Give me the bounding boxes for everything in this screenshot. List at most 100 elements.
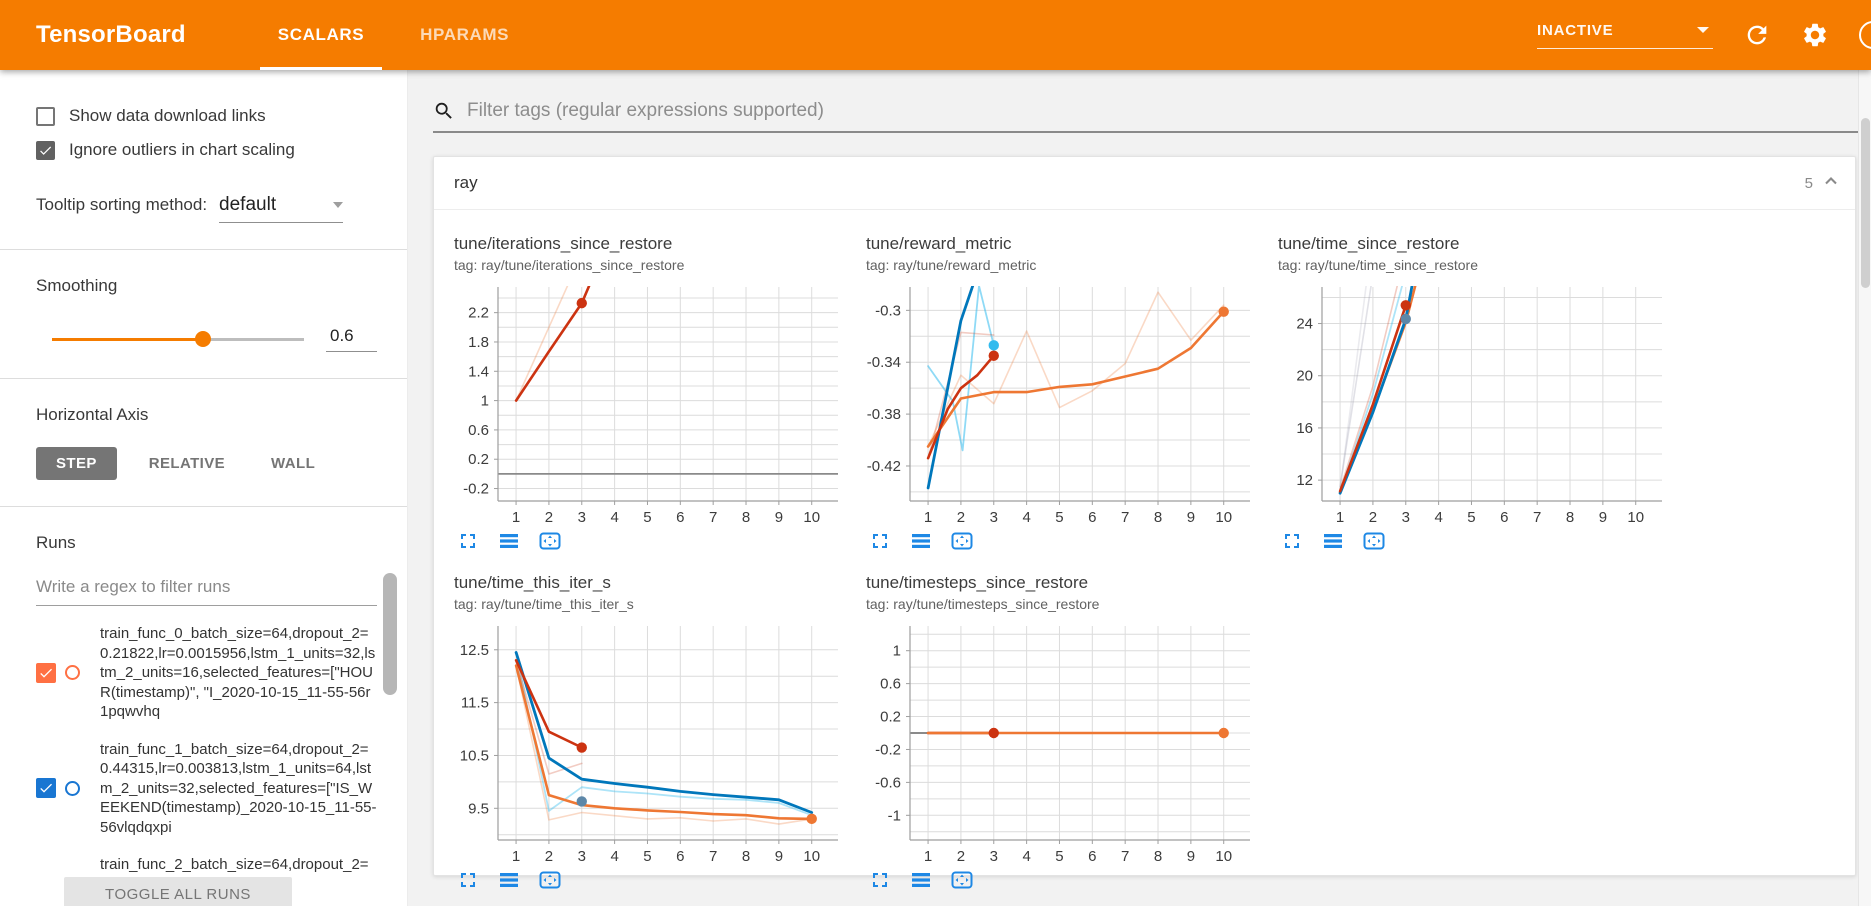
chart-tag: tag: ray/tune/time_this_iter_s bbox=[454, 596, 634, 612]
svg-text:10: 10 bbox=[1215, 509, 1232, 526]
status-value: INACTIVE bbox=[1537, 21, 1614, 39]
fit-domain-button[interactable] bbox=[538, 868, 562, 892]
runs-list-button[interactable] bbox=[1321, 529, 1345, 553]
window-scrollbar[interactable] bbox=[1858, 70, 1871, 906]
svg-text:8: 8 bbox=[742, 848, 750, 865]
show-download-links-row[interactable]: Show data download links bbox=[36, 106, 377, 126]
tooltip-sorting-dropdown[interactable]: default bbox=[219, 194, 344, 223]
expand-button[interactable] bbox=[868, 529, 892, 553]
line-chart[interactable]: -0.42 -0.38 -0.34 -0.3 1 2 3 4 5 6 7 8 9 10 bbox=[858, 281, 1254, 529]
expand-button[interactable] bbox=[868, 868, 892, 892]
runs-filter-input[interactable] bbox=[36, 573, 377, 606]
runs-list-button[interactable] bbox=[497, 868, 521, 892]
status-dropdown[interactable]: INACTIVE bbox=[1537, 22, 1713, 49]
ignore-outliers-row[interactable]: Ignore outliers in chart scaling bbox=[36, 140, 377, 160]
svg-text:5: 5 bbox=[1055, 848, 1063, 865]
chart-title: tune/time_since_restore bbox=[1278, 234, 1460, 253]
run-row-train-func-0: train_func_0_batch_size=64,dropout_2=0.2… bbox=[36, 624, 377, 722]
fit-domain-icon bbox=[951, 871, 973, 889]
svg-text:1.8: 1.8 bbox=[468, 334, 489, 351]
settings-button[interactable] bbox=[1801, 21, 1829, 49]
svg-text:0.2: 0.2 bbox=[468, 451, 489, 468]
runs-list-button[interactable] bbox=[497, 529, 521, 553]
expand-button[interactable] bbox=[456, 868, 480, 892]
runs-label: Runs bbox=[36, 533, 76, 552]
svg-text:2: 2 bbox=[545, 848, 553, 865]
help-button[interactable] bbox=[1857, 20, 1871, 50]
fit-domain-button[interactable] bbox=[1362, 529, 1386, 553]
svg-text:12.5: 12.5 bbox=[460, 642, 489, 659]
app-header: TensorBoard SCALARS HPARAMS INACTIVE bbox=[0, 0, 1871, 70]
svg-text:24: 24 bbox=[1296, 316, 1313, 333]
tab-hparams[interactable]: HPARAMS bbox=[420, 25, 510, 44]
tab-scalars[interactable]: SCALARS bbox=[250, 0, 392, 70]
runs-list-button[interactable] bbox=[909, 529, 933, 553]
svg-text:6: 6 bbox=[676, 848, 684, 865]
fit-domain-icon bbox=[951, 532, 973, 550]
slider-thumb[interactable] bbox=[195, 331, 211, 347]
run-0-color-swatch[interactable] bbox=[65, 665, 80, 681]
svg-text:0.2: 0.2 bbox=[880, 709, 901, 726]
svg-text:-0.3: -0.3 bbox=[875, 302, 901, 319]
horizontal-axis-label: Horizontal Axis bbox=[36, 405, 149, 424]
svg-text:9: 9 bbox=[775, 848, 783, 865]
run-1-color-swatch[interactable] bbox=[65, 780, 80, 796]
smoothing-value-field[interactable]: 0.6 bbox=[326, 326, 377, 352]
ignore-outliers-checkbox[interactable] bbox=[36, 140, 55, 160]
svg-text:3: 3 bbox=[990, 509, 998, 526]
svg-text:5: 5 bbox=[1055, 509, 1063, 526]
tag-filter-input[interactable] bbox=[467, 100, 1859, 122]
svg-text:4: 4 bbox=[1434, 509, 1442, 526]
svg-text:12: 12 bbox=[1296, 472, 1313, 489]
expand-button[interactable] bbox=[1280, 529, 1304, 553]
svg-text:9: 9 bbox=[1599, 509, 1607, 526]
line-chart[interactable]: -0.2 0.2 0.6 1 1.4 1.8 2.2 1 2 3 4 5 6 7 8 9 10 bbox=[446, 281, 842, 529]
run-1-checkbox[interactable] bbox=[36, 778, 56, 799]
chart-title: tune/time_this_iter_s bbox=[454, 573, 611, 592]
chart-time-this-iter-s: tune/time_this_iter_s tag: ray/tune/time… bbox=[444, 561, 856, 894]
fit-domain-button[interactable] bbox=[950, 529, 974, 553]
fit-domain-button[interactable] bbox=[950, 868, 974, 892]
svg-text:8: 8 bbox=[1154, 848, 1162, 865]
charts-grid: tune/iterations_since_restore tag: ray/t… bbox=[434, 210, 1855, 900]
svg-text:6: 6 bbox=[1088, 848, 1096, 865]
axis-relative-button[interactable]: RELATIVE bbox=[148, 455, 226, 472]
svg-text:7: 7 bbox=[709, 848, 717, 865]
svg-text:6: 6 bbox=[1500, 509, 1508, 526]
svg-text:3: 3 bbox=[1402, 509, 1410, 526]
svg-text:10.5: 10.5 bbox=[460, 747, 489, 764]
svg-text:5: 5 bbox=[1467, 509, 1475, 526]
reload-button[interactable] bbox=[1743, 21, 1771, 49]
runs-list-button[interactable] bbox=[909, 868, 933, 892]
svg-text:2: 2 bbox=[957, 848, 965, 865]
line-chart[interactable]: -1 -0.6 -0.2 0.2 0.6 1 1 2 3 4 5 6 7 8 9 10 bbox=[858, 620, 1254, 868]
svg-text:3: 3 bbox=[578, 848, 586, 865]
smoothing-slider[interactable] bbox=[52, 331, 304, 347]
svg-text:16: 16 bbox=[1296, 420, 1313, 437]
run-row-train-func-2: train_func_2_batch_size=64,dropout_2= bbox=[36, 855, 377, 875]
axis-step-button[interactable]: STEP bbox=[36, 447, 117, 480]
expand-button[interactable] bbox=[456, 529, 480, 553]
fit-domain-icon bbox=[539, 871, 561, 889]
slider-fill bbox=[52, 338, 203, 341]
axis-wall-button[interactable]: WALL bbox=[271, 455, 316, 472]
toggle-all-runs-button[interactable]: TOGGLE ALL RUNS bbox=[64, 877, 292, 906]
svg-text:0.6: 0.6 bbox=[468, 422, 489, 439]
check-icon bbox=[40, 668, 52, 678]
svg-text:-0.38: -0.38 bbox=[867, 406, 901, 423]
sidebar-scrollbar[interactable] bbox=[383, 573, 397, 695]
run-0-checkbox[interactable] bbox=[36, 662, 56, 683]
show-download-links-checkbox[interactable] bbox=[36, 106, 55, 126]
svg-text:9.5: 9.5 bbox=[468, 800, 489, 817]
fit-domain-button[interactable] bbox=[538, 529, 562, 553]
chart-tag: tag: ray/tune/time_since_restore bbox=[1278, 257, 1478, 273]
svg-text:4: 4 bbox=[1022, 848, 1030, 865]
divider bbox=[0, 378, 407, 379]
line-chart[interactable]: 9.5 10.5 11.5 12.5 1 2 3 4 5 6 7 8 9 10 bbox=[446, 620, 842, 868]
help-icon bbox=[1859, 21, 1871, 49]
ray-section-header[interactable]: ray 5 bbox=[434, 157, 1855, 210]
window-scrollbar-thumb[interactable] bbox=[1861, 118, 1870, 288]
expand-icon bbox=[461, 873, 475, 887]
collapse-section-button[interactable] bbox=[1821, 171, 1841, 196]
